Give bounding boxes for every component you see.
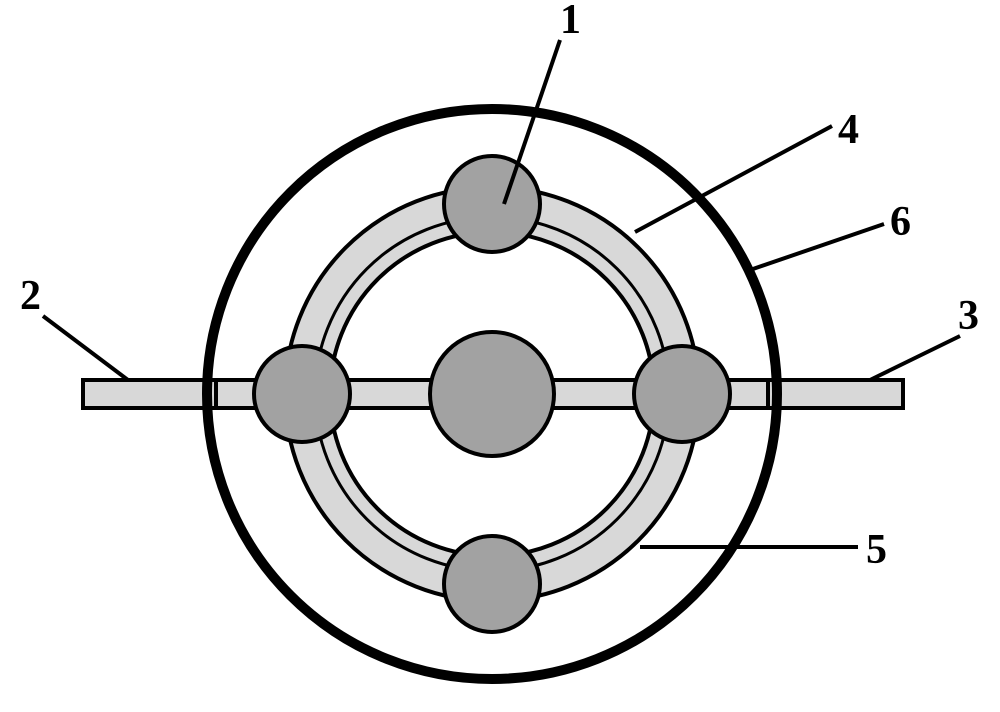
- label-1: 1: [560, 0, 581, 44]
- label-3: 3: [958, 292, 979, 340]
- label-2: 2: [20, 272, 41, 320]
- label-5: 5: [866, 526, 887, 574]
- diagram-canvas: 1 2 3 4 5 6: [0, 0, 1000, 712]
- label-4: 4: [838, 106, 859, 154]
- leader-6: [750, 224, 884, 270]
- label-6: 6: [890, 198, 911, 246]
- satellite-disc-left: [254, 346, 350, 442]
- leader-3: [870, 336, 960, 380]
- center-disc: [430, 332, 554, 456]
- leader-2: [43, 316, 128, 380]
- leader-4: [635, 126, 832, 232]
- satellite-disc-top: [444, 156, 540, 252]
- satellite-disc-bottom: [444, 536, 540, 632]
- satellite-disc-right: [634, 346, 730, 442]
